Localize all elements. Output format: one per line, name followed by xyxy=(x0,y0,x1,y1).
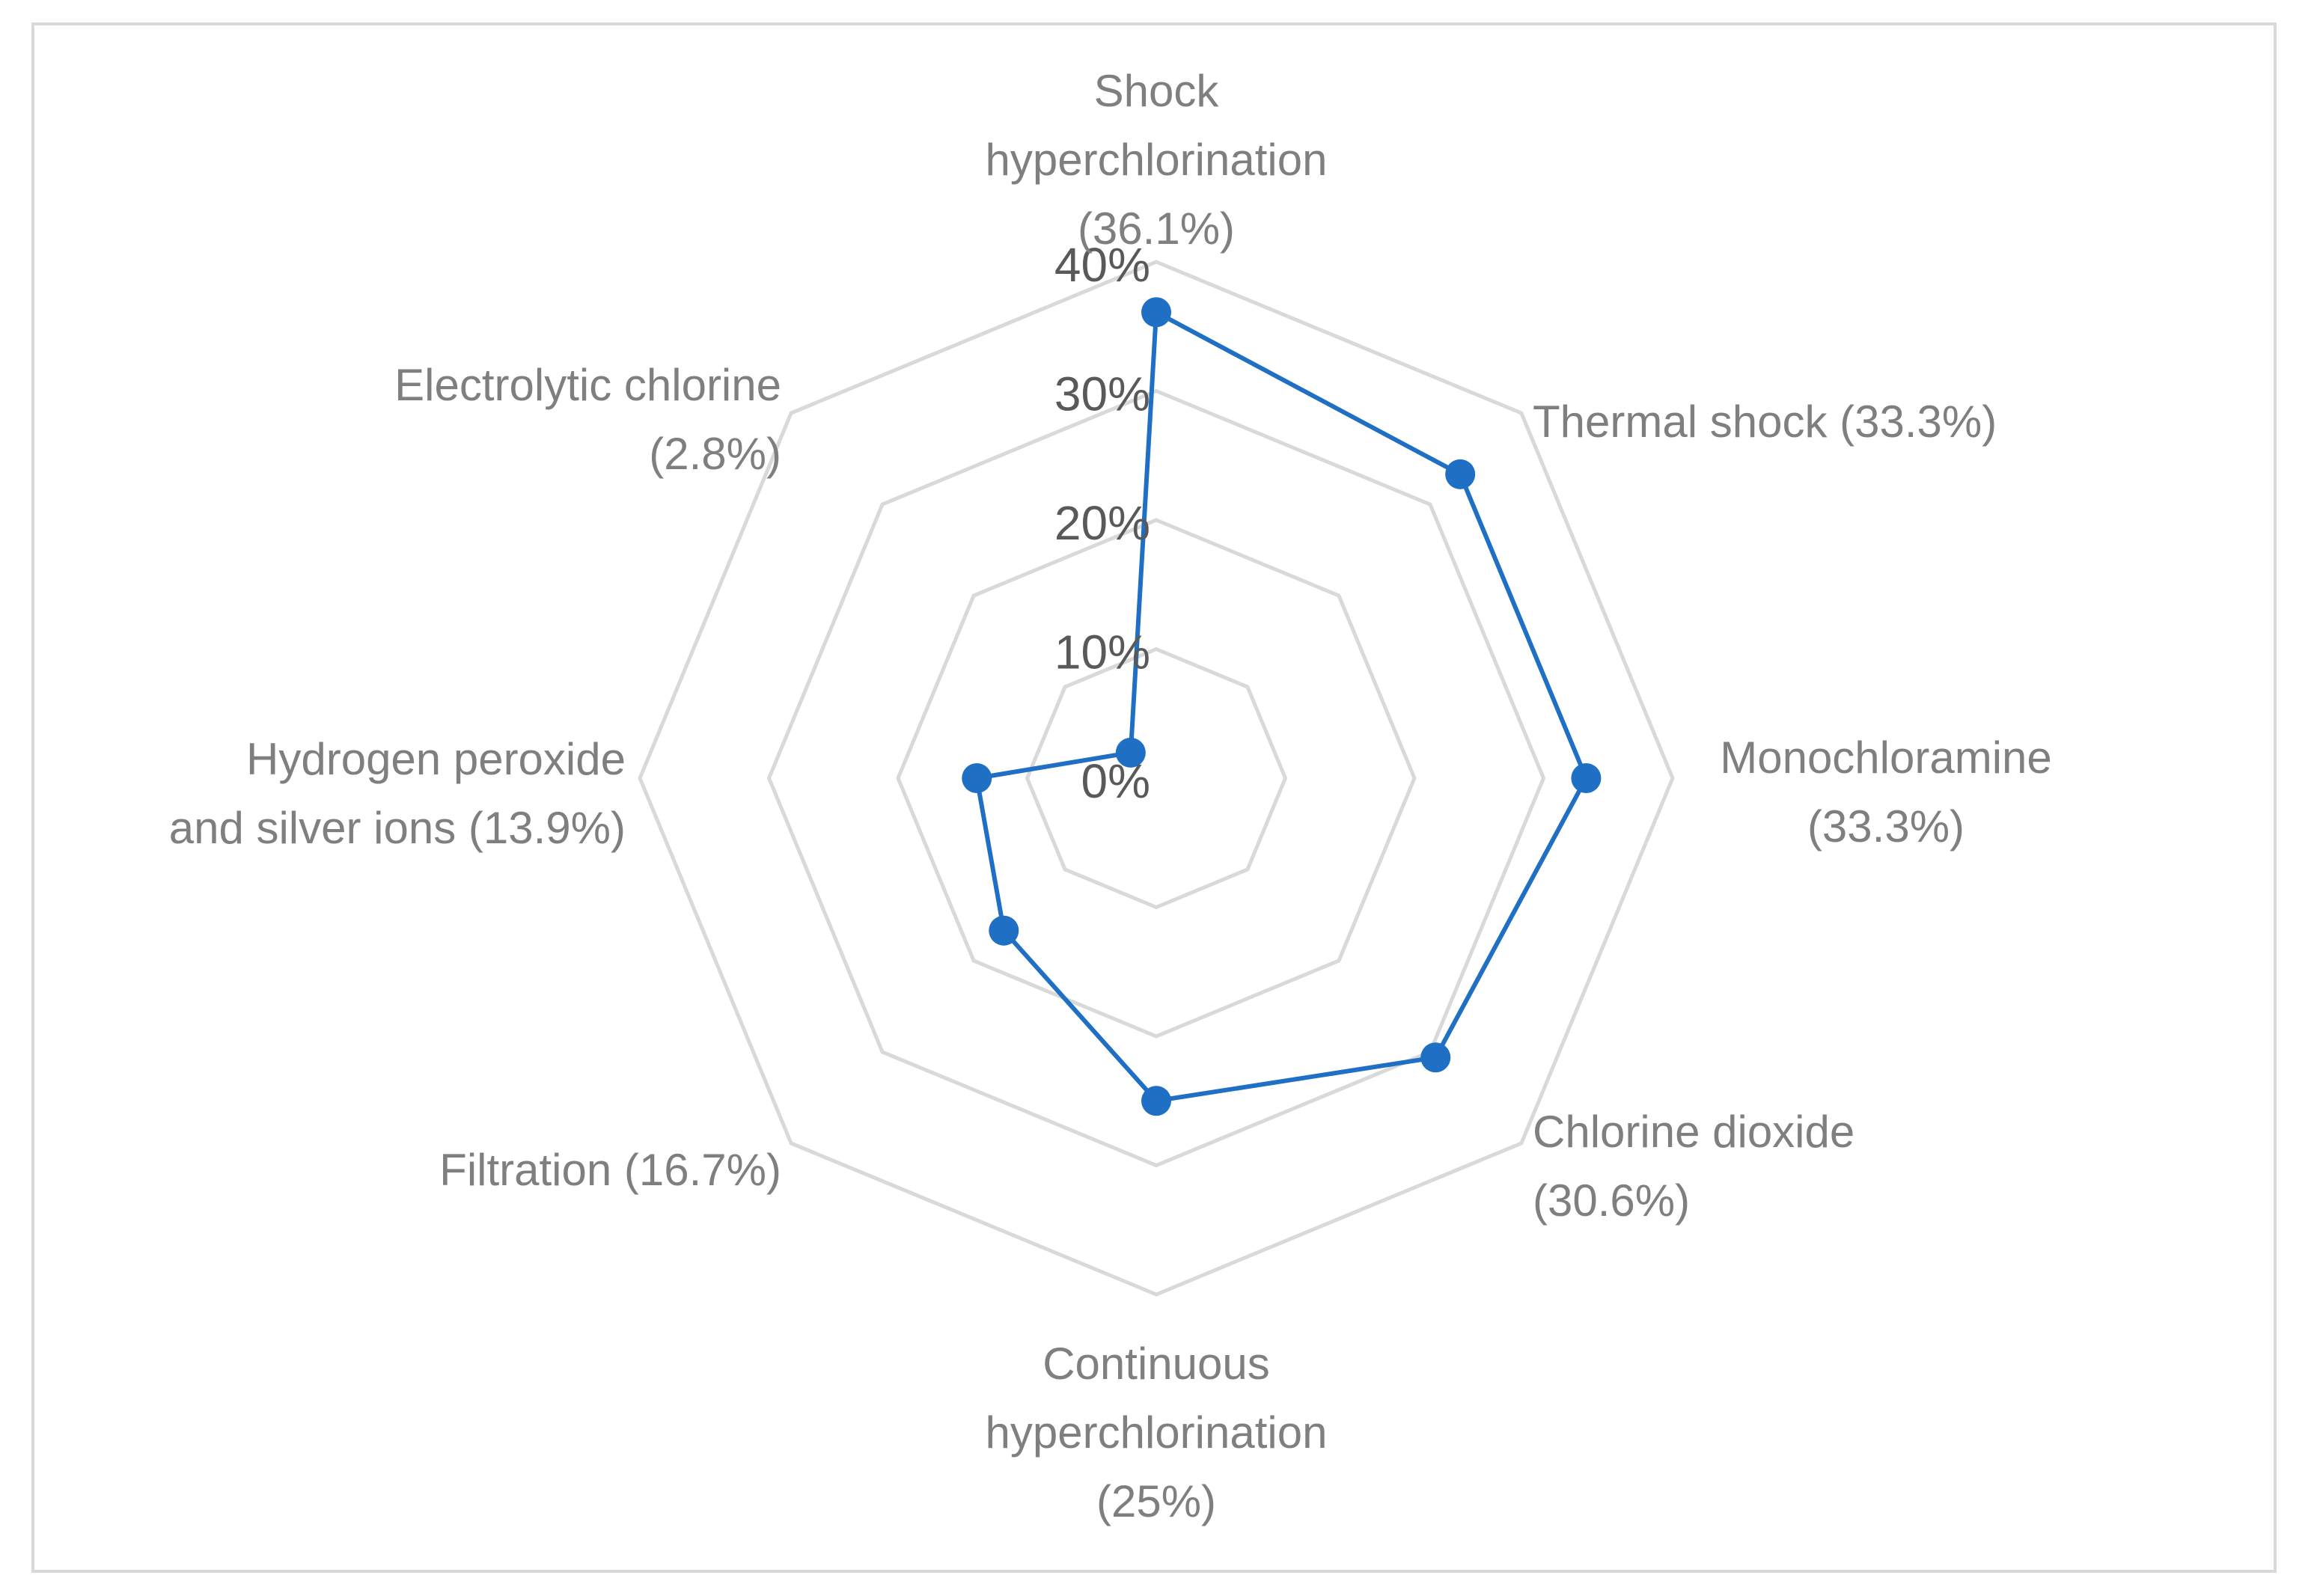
category-label-line: Chlorine dioxide xyxy=(1533,1107,1854,1157)
category-label-line: hyperchlorination xyxy=(986,135,1328,185)
data-point-3 xyxy=(1571,763,1602,793)
category-label-line: (30.6%) xyxy=(1533,1175,1690,1226)
tick-label-10: 10% xyxy=(1054,626,1150,679)
category-label-line: Continuous xyxy=(1042,1339,1270,1389)
category-label-4: Chlorine dioxide (30.6%) xyxy=(1533,1107,1854,1226)
category-label-7: Hydrogen peroxide and silver ions (13.9%) xyxy=(169,734,626,853)
category-labels: Shock hyperchlorination (36.1%) Thermal sho… xyxy=(169,66,2052,1526)
gridline-ring-40 xyxy=(638,260,1675,1297)
category-label-3: Monochloramine (33.3%) xyxy=(1720,733,2052,851)
category-label-6: Filtration (16.7%) xyxy=(439,1145,781,1195)
category-label-8: Electrolytic chlorine (2.8%) xyxy=(394,360,781,479)
category-label-line: (36.1%) xyxy=(1078,204,1235,254)
tick-label-30: 30% xyxy=(1054,367,1150,421)
category-label-line: and silver ions (13.9%) xyxy=(169,803,626,853)
tick-label-40: 40% xyxy=(1054,238,1150,292)
category-label-line: Monochloramine xyxy=(1720,733,2052,783)
gridline-ring-30 xyxy=(766,388,1546,1168)
chart-frame xyxy=(31,22,2277,1573)
category-label-line: Filtration (16.7%) xyxy=(439,1145,781,1195)
category-label-5: Continuous hyperchlorination (25%) xyxy=(986,1339,1328,1526)
data-point-1 xyxy=(1141,297,1171,328)
data-point-8 xyxy=(1115,737,1146,768)
category-label-1: Shock hyperchlorination (36.1%) xyxy=(986,66,1328,254)
category-label-2: Thermal shock (33.3%) xyxy=(1533,397,1997,447)
grid xyxy=(638,260,1675,1297)
gridline-ring-10 xyxy=(1025,646,1288,910)
category-label-line: Thermal shock (33.3%) xyxy=(1533,397,1997,447)
category-label-line: hyperchlorination xyxy=(986,1407,1328,1458)
data-series xyxy=(962,297,1602,1116)
data-point-2 xyxy=(1445,459,1476,489)
data-point-7 xyxy=(962,763,992,793)
category-label-line: (33.3%) xyxy=(1807,801,1964,851)
category-label-line: (25%) xyxy=(1096,1476,1216,1526)
data-point-4 xyxy=(1420,1042,1451,1073)
category-label-line: Hydrogen peroxide xyxy=(246,734,626,784)
category-label-line: Electrolytic chlorine xyxy=(394,360,781,410)
tick-label-20: 20% xyxy=(1054,496,1150,550)
radial-tick-labels: 0% 10% 20% 30% 40% xyxy=(1054,238,1150,808)
category-label-line: Shock xyxy=(1094,66,1220,116)
category-label-line: (2.8%) xyxy=(649,429,781,479)
tick-label-0: 0% xyxy=(1081,754,1151,808)
data-point-6 xyxy=(989,915,1019,946)
gridline-ring-20 xyxy=(896,518,1417,1039)
data-point-5 xyxy=(1141,1086,1171,1116)
